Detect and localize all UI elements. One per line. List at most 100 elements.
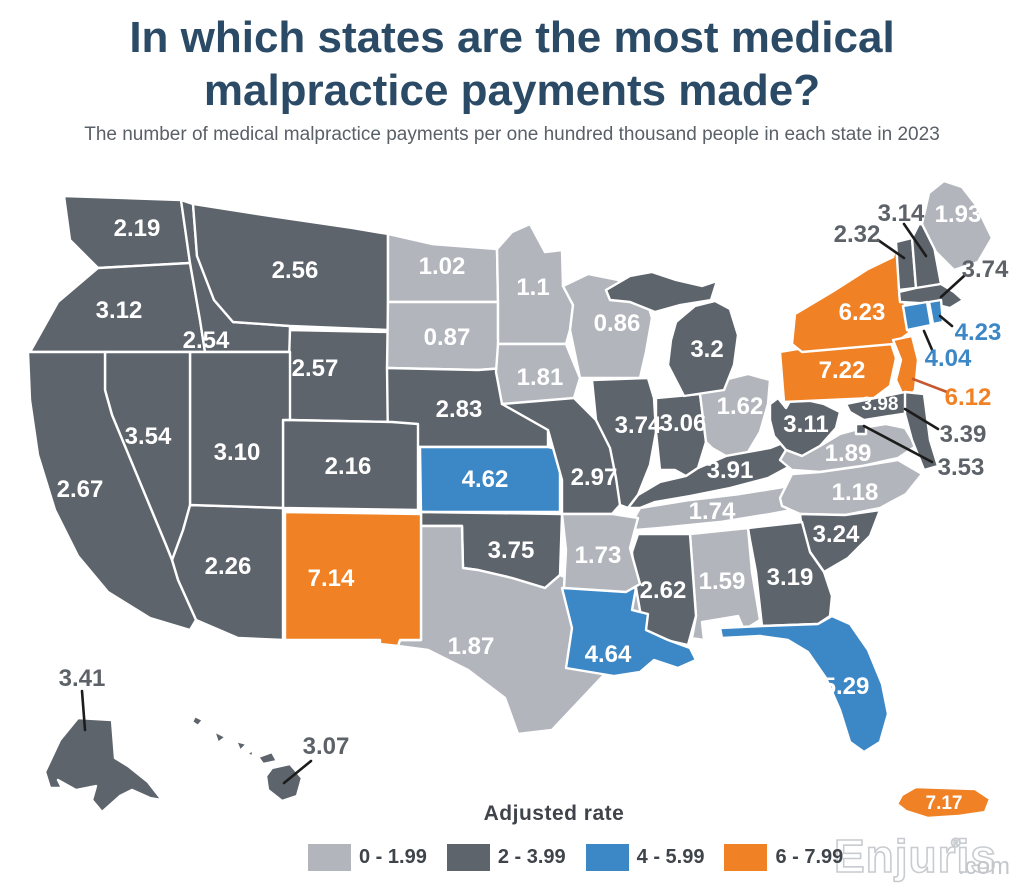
value-maryland: 3.98	[862, 394, 899, 415]
state-kansas	[418, 445, 562, 514]
legend-swatch-light-gray	[308, 844, 351, 871]
value-oregon: 3.12	[96, 297, 143, 324]
value-montana: 2.56	[272, 257, 319, 284]
state-utah	[188, 350, 292, 510]
legend-item-0-1_99: 0 - 1.99	[308, 844, 427, 871]
value-new-mexico: 7.14	[308, 565, 355, 592]
legend-label-0-1_99: 0 - 1.99	[359, 846, 427, 868]
callout-line-district-of-columbia	[862, 424, 934, 464]
callout-line-alaska	[80, 689, 87, 732]
legend-title: Adjusted rate	[483, 802, 625, 825]
value-south-carolina: 3.24	[813, 521, 860, 548]
value-iowa: 1.81	[517, 364, 564, 391]
legend-item-4-5_99: 4 - 5.99	[585, 844, 705, 871]
callout-value-rhode-island: 4.23	[955, 319, 1002, 346]
value-mississippi: 2.62	[640, 577, 687, 604]
value-south-dakota: 0.87	[424, 324, 471, 351]
value-west-virginia: 3.11	[783, 411, 828, 438]
state-new-mexico	[283, 510, 423, 648]
callout-value-new-hampshire: 3.14	[878, 200, 925, 227]
value-colorado: 2.16	[325, 453, 372, 480]
value-pennsylvania: 7.22	[819, 357, 866, 384]
value-wyoming: 2.57	[292, 355, 339, 382]
logo-wordmark: Enjuris	[834, 830, 997, 882]
state-hawaii-island-2	[212, 729, 228, 745]
state-value-labels: 2.19 3.12 2.54 2.56 2.57 3.54 3.10 2.16 …	[57, 201, 982, 814]
legend-items: 0 - 1.99 2 - 3.99 4 - 5.99 6 - 7.99	[308, 844, 843, 871]
value-minnesota: 1.1	[516, 274, 549, 301]
callout-value-delaware: 3.39	[940, 421, 987, 448]
callout-lines	[80, 222, 966, 785]
registered-trademark-icon: ®	[951, 835, 961, 850]
legend-label-4-5_99: 4 - 5.99	[636, 846, 705, 868]
legend-item-2-3_99: 2 - 3.99	[446, 844, 566, 871]
value-tennessee: 1.74	[689, 498, 736, 525]
value-nevada: 3.54	[125, 423, 172, 450]
state-rhode-island	[927, 298, 945, 326]
state-maine	[920, 179, 994, 272]
value-indiana: 3.06	[660, 410, 707, 437]
state-delaware	[903, 390, 940, 472]
value-georgia: 3.19	[767, 564, 814, 591]
value-arkansas: 1.73	[575, 542, 622, 569]
callout-line-new-jersey	[911, 377, 949, 394]
state-alabama	[688, 526, 762, 642]
value-puerto-rico: 7.17	[926, 793, 963, 814]
callout-line-hawaii	[282, 759, 313, 785]
enjuris-logo: Enjuris ® .com	[833, 829, 1010, 883]
value-arizona: 2.26	[205, 553, 252, 580]
value-virginia: 1.89	[825, 440, 872, 467]
page-title: In which states are the most medical mal…	[0, 12, 1024, 118]
state-alaska	[43, 716, 164, 814]
callout-value-vermont: 2.32	[834, 221, 881, 248]
value-utah: 3.10	[214, 439, 261, 466]
value-oklahoma: 3.75	[488, 537, 535, 564]
value-nebraska: 2.83	[436, 396, 483, 423]
state-michigan-lower-peninsula	[666, 299, 740, 398]
state-hawaii-island-5	[256, 750, 279, 766]
state-new-york	[790, 241, 911, 354]
value-idaho: 2.54	[183, 327, 230, 354]
value-missouri: 2.97	[571, 464, 618, 491]
state-connecticut	[901, 300, 933, 332]
value-texas: 1.87	[448, 633, 495, 660]
callout-line-connecticut	[922, 329, 935, 354]
value-north-dakota: 1.02	[419, 253, 466, 280]
callout-value-hawaii: 3.07	[303, 733, 350, 760]
value-north-carolina: 1.18	[832, 479, 879, 506]
value-ohio: 1.62	[717, 393, 764, 420]
state-florida	[718, 614, 890, 754]
state-california	[26, 350, 198, 632]
legend-swatch-orange	[724, 844, 768, 871]
value-michigan: 3.2	[690, 336, 723, 363]
callout-value-labels: 2.32 3.14 3.74 4.23 4.04 6.12 3.39 3.53 …	[59, 200, 1009, 760]
state-arkansas	[560, 512, 642, 594]
legend-label-6-7_99: 6 - 7.99	[775, 846, 844, 868]
legend-label-2-3_99: 2 - 3.99	[497, 846, 566, 868]
value-alabama: 1.59	[699, 568, 746, 595]
value-louisiana: 4.64	[585, 641, 632, 668]
page-subtitle: The number of medical malpractice paymen…	[84, 124, 940, 145]
state-ohio	[698, 372, 772, 458]
callout-value-massachusetts: 3.74	[962, 256, 1009, 283]
value-washington: 2.19	[114, 215, 161, 242]
state-north-carolina	[778, 458, 924, 517]
value-maine: 1.93	[935, 201, 982, 228]
callout-line-new-hampshire	[902, 222, 928, 258]
state-montana	[191, 202, 390, 332]
callout-value-connecticut: 4.04	[925, 345, 972, 372]
value-kansas: 4.62	[462, 466, 509, 493]
state-hawaii-island-4	[245, 748, 256, 759]
callout-line-rhode-island	[938, 314, 954, 328]
value-illinois: 3.74	[615, 412, 662, 439]
legend-swatch-dark-gray	[446, 844, 490, 871]
callout-line-vermont	[876, 238, 906, 260]
legend-item-6-7_99: 6 - 7.99	[724, 844, 843, 871]
logo-domain-suffix: .com	[958, 853, 1010, 880]
callout-line-delaware	[903, 407, 940, 431]
value-new-york: 6.23	[839, 299, 886, 326]
callout-value-district-of-columbia: 3.53	[938, 454, 985, 481]
value-kentucky: 3.91	[707, 457, 754, 484]
callout-line-massachusetts	[939, 274, 966, 299]
